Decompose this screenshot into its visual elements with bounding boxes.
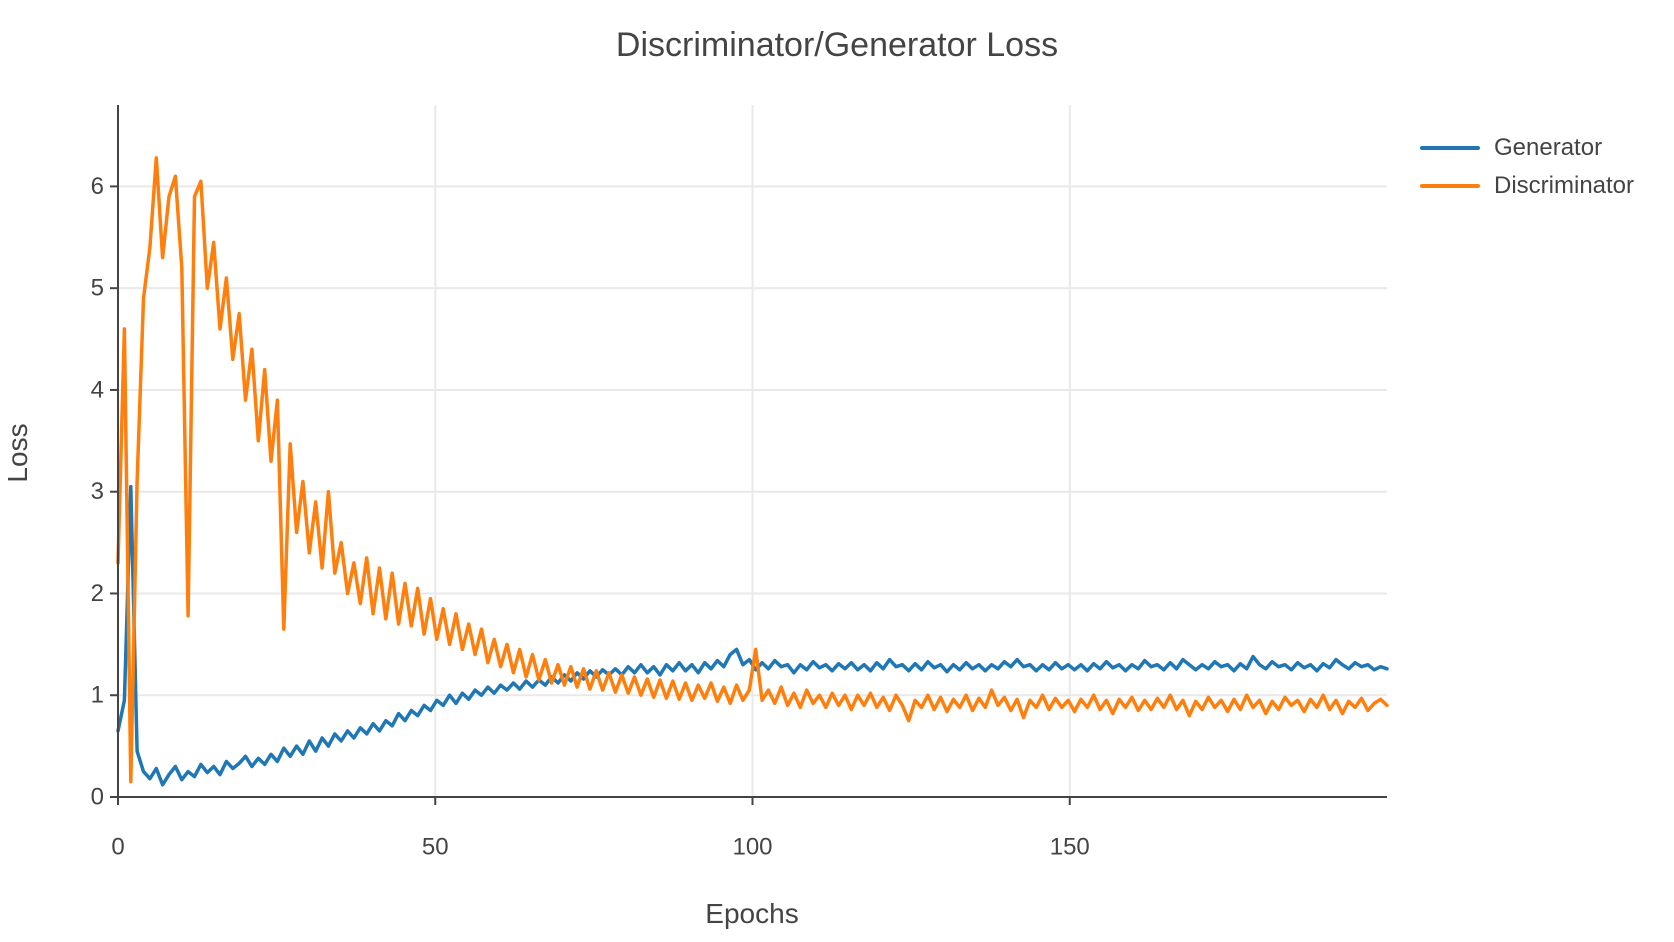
legend-label-discriminator: Discriminator (1494, 172, 1635, 199)
y-tick-label: 0 (91, 784, 104, 811)
x-tick-label: 150 (1050, 834, 1090, 861)
x-tick-label: 0 (111, 834, 124, 861)
x-axis-title: Epochs (705, 898, 799, 929)
legend-item-discriminator[interactable]: Discriminator (1420, 167, 1634, 205)
legend-label-generator: Generator (1494, 134, 1603, 161)
x-tick-label: 100 (732, 834, 772, 861)
discriminator-line-swatch (1420, 184, 1480, 188)
discriminator-line[interactable] (116, 156, 1389, 784)
y-tick-label: 1 (91, 682, 104, 709)
legend: Generator Discriminator (1420, 129, 1634, 205)
y-axis-title: Loss (2, 423, 33, 483)
x-tick-label: 50 (422, 834, 449, 861)
y-tick-label: 3 (91, 478, 104, 505)
y-tick-label: 2 (91, 580, 104, 607)
chart-title: Discriminator/Generator Loss (615, 26, 1059, 64)
y-tick-label: 6 (91, 173, 104, 200)
y-tick-label: 4 (91, 376, 104, 403)
y-tick-label: 5 (91, 275, 104, 302)
generator-line-swatch (1420, 146, 1480, 150)
legend-item-generator[interactable]: Generator (1420, 129, 1634, 167)
